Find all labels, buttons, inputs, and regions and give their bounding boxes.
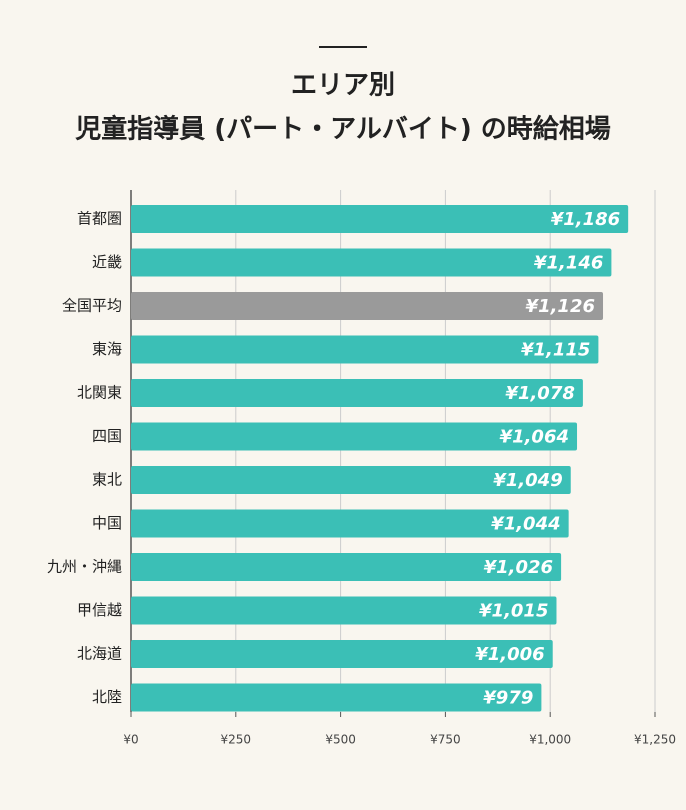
value-label: ¥1,126 [526, 296, 595, 317]
bar [131, 509, 569, 538]
y-tick-label: 近畿 [92, 253, 122, 271]
value-label: ¥1,026 [484, 557, 553, 578]
x-tick-label: ¥1,250 [634, 733, 676, 747]
bar [131, 335, 599, 364]
y-tick-label: 東北 [92, 471, 122, 489]
bar [131, 205, 629, 233]
y-tick-label: 四国 [92, 427, 122, 445]
value-label: ¥1,064 [500, 427, 569, 448]
x-tick-label: ¥250 [221, 733, 252, 747]
y-tick-label: 中国 [92, 514, 122, 532]
bar [131, 292, 604, 320]
y-tick-label: 北関東 [77, 384, 122, 402]
value-label: ¥1,186 [551, 209, 620, 230]
value-label: ¥1,115 [521, 340, 590, 361]
bar [131, 596, 557, 625]
y-tick-label: 北陸 [92, 688, 122, 706]
y-tick-label: 甲信越 [77, 601, 122, 619]
bar [131, 683, 542, 712]
bar [131, 248, 612, 277]
x-tick-label: ¥0 [123, 733, 138, 747]
bar [131, 640, 553, 668]
value-label: ¥1,006 [475, 644, 544, 665]
value-label: ¥1,015 [479, 601, 548, 622]
x-tick-label: ¥750 [430, 733, 461, 747]
value-label: ¥1,044 [491, 514, 560, 535]
x-tick-label: ¥1,000 [529, 733, 571, 747]
y-tick-label: 北海道 [77, 645, 122, 663]
bar [131, 422, 578, 451]
value-label: ¥1,049 [493, 470, 562, 491]
value-label: ¥1,146 [534, 253, 603, 274]
bar [131, 466, 571, 494]
bar [131, 553, 562, 581]
chart-title: エリア別 [291, 71, 395, 101]
bar [131, 379, 583, 407]
y-tick-label: 東海 [92, 340, 122, 358]
y-tick-label: 首都圏 [77, 210, 122, 228]
y-tick-label: 九州・沖縄 [47, 558, 122, 576]
value-label: ¥979 [483, 688, 533, 709]
value-label: ¥1,078 [505, 383, 574, 404]
x-tick-label: ¥500 [325, 733, 356, 747]
chart-title: 児童指導員 (パート・アルバイト) の時給相場 [75, 114, 611, 145]
y-tick-label: 全国平均 [62, 297, 122, 315]
